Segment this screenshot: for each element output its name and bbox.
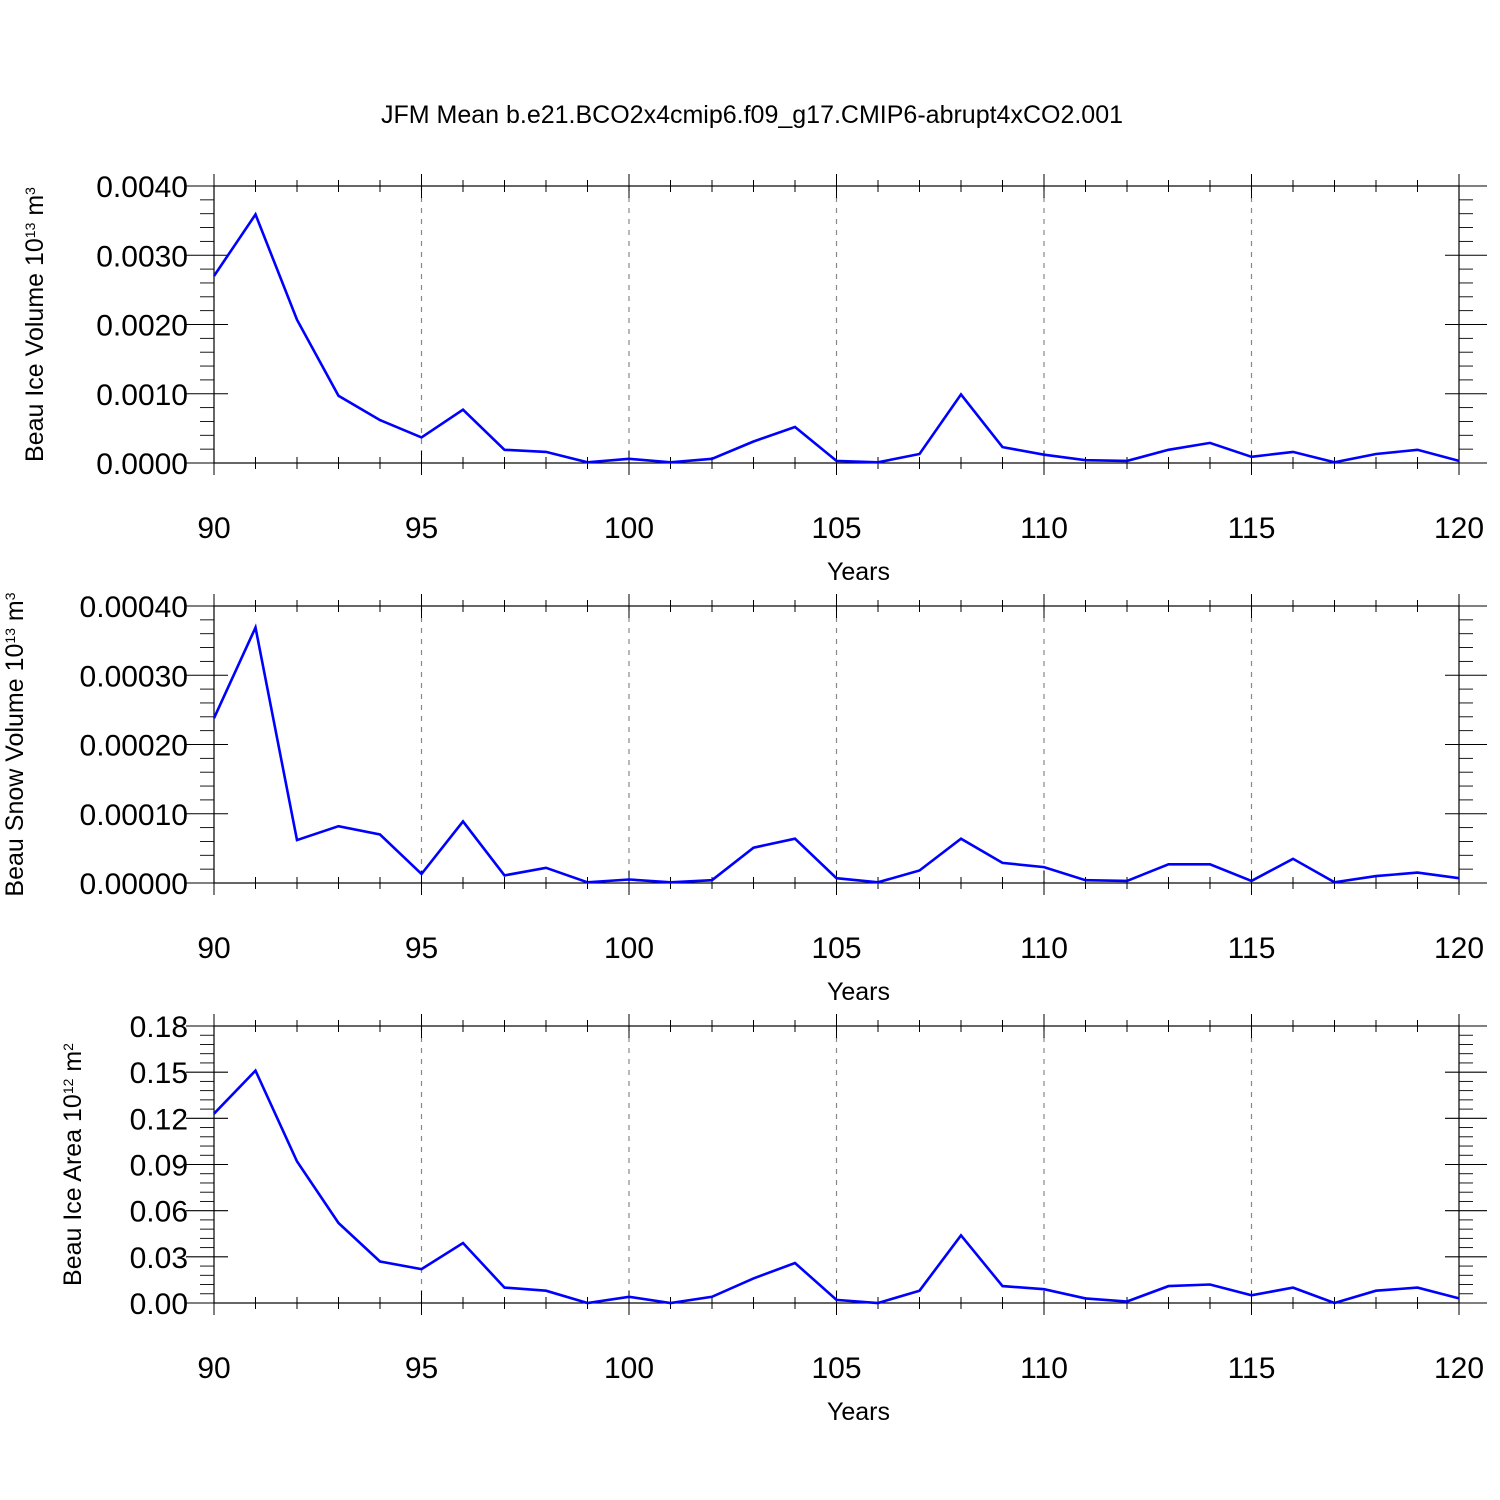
series-line xyxy=(212,211,1460,464)
y-tick-label: 0.12 xyxy=(130,1103,188,1136)
x-tick-label: 120 xyxy=(1434,1352,1484,1385)
x-tick-label: 105 xyxy=(811,1352,861,1385)
x-axis-label: Years xyxy=(827,558,890,586)
y-axis-label-superscript: 3 xyxy=(2,592,18,600)
y-tick-label: 0.0000 xyxy=(96,448,188,481)
x-tick-label: 105 xyxy=(811,512,861,545)
x-tick-label: 110 xyxy=(1020,1352,1068,1385)
panel-1: 0.0000 0.0010 0.0020 0.0030 0.0040 90 95 100 105… xyxy=(21,171,1487,586)
x-tick-label: 90 xyxy=(197,932,230,965)
x-tick-label: 115 xyxy=(1228,512,1276,545)
y-tick-label: 0.00020 xyxy=(80,730,188,763)
y-axis-label-text: Beau Ice Volume 10 xyxy=(21,238,49,462)
y-tick-label: 0.06 xyxy=(130,1196,188,1229)
y-axis-label-superscript: 12 xyxy=(60,1078,76,1094)
y-tick-label: 0.0030 xyxy=(96,240,188,273)
x-axis-label: Years xyxy=(827,1398,890,1426)
y-tick-label: 0.18 xyxy=(130,1011,188,1044)
figure-title: JFM Mean b.e21.BCO2x4cmip6.f09_g17.CMIP6… xyxy=(381,101,1123,129)
y-tick-label: 0.0040 xyxy=(96,171,188,204)
x-tick-label: 95 xyxy=(405,932,438,965)
y-axis-label: Beau Snow Volume 1013 m3 xyxy=(1,592,29,896)
x-tick-label: 90 xyxy=(197,512,230,545)
x-tick-label: 95 xyxy=(405,512,438,545)
x-tick-label: 100 xyxy=(604,1352,654,1385)
y-tick-label: 0.00010 xyxy=(80,799,188,832)
y-tick-label: 0.09 xyxy=(130,1150,188,1183)
x-tick-label: 120 xyxy=(1434,932,1484,965)
x-tick-label: 120 xyxy=(1434,512,1484,545)
y-axis-label-text: m xyxy=(1,600,29,628)
y-tick-label: 0.15 xyxy=(130,1057,188,1090)
y-axis-label-superscript: 3 xyxy=(22,187,38,195)
x-tick-label: 115 xyxy=(1228,1352,1276,1385)
y-tick-label: 0.0020 xyxy=(96,310,188,343)
x-axis-label: Years xyxy=(827,978,890,1006)
y-tick-label: 0.00030 xyxy=(80,660,188,693)
y-tick-label: 0.00000 xyxy=(80,868,188,901)
x-tick-label: 105 xyxy=(811,932,861,965)
y-tick-label: 0.00 xyxy=(130,1288,188,1321)
y-axis-label-superscript: 13 xyxy=(2,628,18,644)
x-tick-label: 110 xyxy=(1020,512,1068,545)
panel-2: 0.00000 0.00010 0.00020 0.00030 0.00040 90 95 1… xyxy=(1,591,1487,1006)
y-axis-label: Beau Ice Volume 1013 m3 xyxy=(21,187,49,462)
y-axis-label-superscript: 13 xyxy=(22,222,38,238)
x-tick-label: 90 xyxy=(197,1352,230,1385)
y-axis-label-text: m xyxy=(59,1051,87,1079)
y-axis-label-text: m xyxy=(21,195,49,223)
panels: 0.0000 0.0010 0.0020 0.0030 0.0040 90 95 100 105… xyxy=(1,171,1487,1426)
y-tick-label: 0.03 xyxy=(130,1242,188,1275)
y-axis-label-superscript: 2 xyxy=(60,1043,76,1051)
x-tick-label: 100 xyxy=(604,512,654,545)
x-tick-label: 110 xyxy=(1020,932,1068,965)
x-tick-label: 95 xyxy=(405,1352,438,1385)
panel-3: 0.00 0.03 0.06 0.09 0.12 0.15 0.18 90 95 100 105 11… xyxy=(59,1011,1487,1426)
y-tick-label: 0.00040 xyxy=(80,591,188,624)
y-axis-label: Beau Ice Area 1012 m2 xyxy=(59,1043,87,1286)
x-tick-label: 100 xyxy=(604,932,654,965)
x-tick-label: 115 xyxy=(1228,932,1276,965)
y-tick-label: 0.0010 xyxy=(96,379,188,412)
y-axis-label-text: Beau Ice Area 10 xyxy=(59,1094,87,1286)
y-axis-label-text: Beau Snow Volume 10 xyxy=(1,644,29,897)
